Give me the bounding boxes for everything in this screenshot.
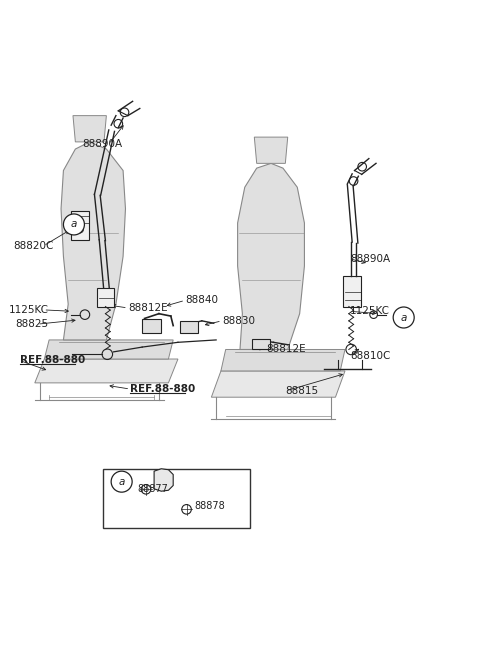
Text: 88830: 88830 <box>222 316 255 326</box>
Polygon shape <box>221 350 345 371</box>
Polygon shape <box>44 340 173 359</box>
Polygon shape <box>35 359 178 383</box>
Text: 88812E: 88812E <box>266 344 306 354</box>
Bar <box>142 319 161 333</box>
Circle shape <box>393 307 414 328</box>
Polygon shape <box>254 137 288 163</box>
Circle shape <box>63 214 84 235</box>
Text: 88812E: 88812E <box>128 303 168 313</box>
Circle shape <box>111 471 132 492</box>
Polygon shape <box>154 469 173 491</box>
Text: 88877: 88877 <box>137 484 168 494</box>
Text: 88810C: 88810C <box>350 351 390 361</box>
Text: REF.88-880: REF.88-880 <box>130 384 195 394</box>
Text: REF.88-880: REF.88-880 <box>21 356 86 365</box>
Text: a: a <box>400 312 407 323</box>
Polygon shape <box>238 163 304 350</box>
Bar <box>97 289 114 306</box>
Text: 88890A: 88890A <box>83 139 123 150</box>
Text: 1125KC: 1125KC <box>9 305 48 315</box>
Circle shape <box>182 504 192 514</box>
Polygon shape <box>211 371 345 397</box>
Circle shape <box>141 485 151 494</box>
Polygon shape <box>73 115 107 142</box>
Text: 88825: 88825 <box>16 319 49 329</box>
Text: 88840: 88840 <box>185 295 218 305</box>
Text: 88815: 88815 <box>285 386 318 396</box>
Polygon shape <box>61 142 125 340</box>
Text: 88820C: 88820C <box>13 241 54 251</box>
Bar <box>252 339 270 350</box>
Text: a: a <box>119 477 125 487</box>
FancyBboxPatch shape <box>103 469 251 528</box>
Bar <box>180 321 199 333</box>
Text: 88878: 88878 <box>195 501 226 512</box>
Text: 88890A: 88890A <box>350 254 390 264</box>
Bar <box>71 211 89 239</box>
Bar <box>343 276 361 306</box>
Text: 1125KC: 1125KC <box>350 306 390 316</box>
Text: a: a <box>71 220 77 230</box>
